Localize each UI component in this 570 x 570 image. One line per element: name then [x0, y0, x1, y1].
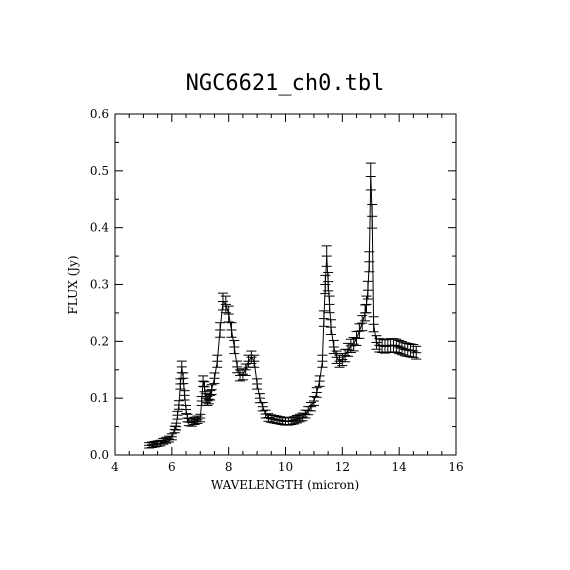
x-tick-label: 8: [225, 460, 233, 474]
axis-tick-labels: 4 6 8 10 12 14 16 0.0 0.1 0.2 0.3 0.4 0.5 0.6: [90, 107, 464, 474]
y-tick-label: 0.0: [90, 448, 109, 462]
series-line: [149, 176, 417, 446]
y-tick-label: 0.1: [90, 391, 109, 405]
y-tick-label: 0.2: [90, 334, 109, 348]
y-tick-label: 0.3: [90, 278, 109, 292]
y-tick-label: 0.6: [90, 107, 109, 121]
x-tick-label: 4: [111, 460, 119, 474]
x-tick-label: 16: [448, 460, 463, 474]
y-tick-label: 0.4: [90, 221, 109, 235]
x-tick-label: 10: [278, 460, 293, 474]
x-tick-label: 12: [335, 460, 350, 474]
y-tick-label: 0.5: [90, 164, 109, 178]
x-tick-label: 14: [392, 460, 408, 474]
chart-title: NGC6621_ch0.tbl: [186, 71, 385, 96]
y-axis-label: FLUX (Jy): [66, 255, 80, 314]
x-tick-label: 6: [168, 460, 176, 474]
data-point: [411, 345, 422, 360]
x-axis-label: WAVELENGTH (micron): [211, 478, 359, 492]
axis-ticks: [114, 113, 457, 456]
